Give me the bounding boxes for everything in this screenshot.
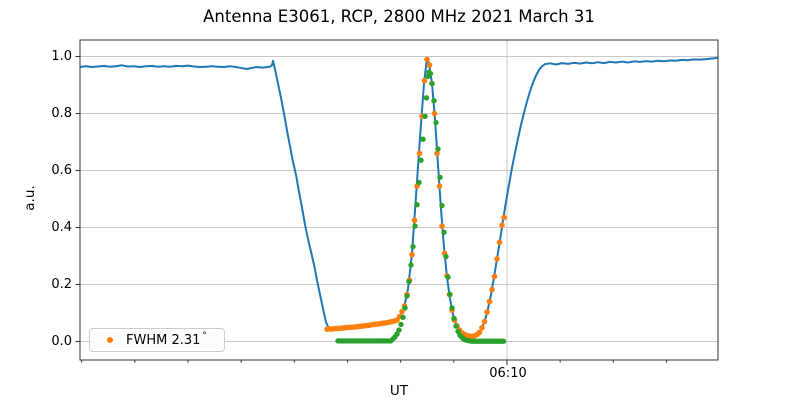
y-axis-label: a.u. — [22, 185, 38, 211]
series-line-blue — [79, 56, 719, 338]
y-tick-label: 0.0 — [51, 334, 72, 349]
x-axis-label: UT — [389, 383, 409, 399]
series-scatter-green — [335, 69, 507, 344]
y-tick-label: 0.2 — [51, 277, 72, 292]
legend: FWHM 2.31 ° — [89, 328, 225, 352]
chart-title: Antenna E3061, RCP, 2800 MHz 2021 March … — [203, 7, 595, 26]
legend-marker-icon — [107, 337, 113, 343]
y-tick-label: 0.6 — [51, 163, 72, 178]
x-tick-label: 06:10 — [489, 366, 527, 381]
legend-degree-symbol: ° — [202, 331, 207, 341]
legend-label: FWHM 2.31 — [126, 332, 201, 348]
tick-marks — [75, 56, 668, 365]
series-scatter-orange — [324, 56, 507, 340]
y-tick-label: 1.0 — [51, 49, 72, 64]
y-tick-label: 0.8 — [51, 106, 72, 121]
axes-spines — [79, 39, 719, 361]
gridlines — [80, 40, 718, 360]
y-tick-label: 0.4 — [51, 220, 72, 235]
